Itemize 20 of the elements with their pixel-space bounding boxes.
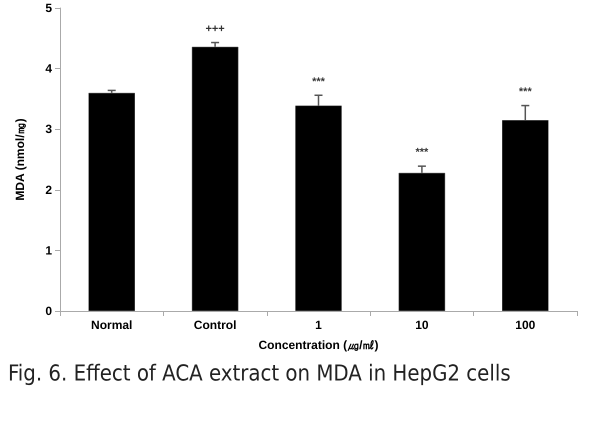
x-tick-label: Control [194,318,236,332]
x-tick-label: Normal [91,318,132,332]
annotation: *** [518,86,532,98]
x-tick-label: 10 [415,318,429,332]
y-tick-label: 0 [45,304,52,318]
x-tick-label: 1 [315,318,322,332]
y-tick-label: 4 [45,62,52,76]
bar [88,92,135,311]
y-tick-label: 2 [45,182,52,197]
annotation: *** [415,146,430,159]
x-axis-title: Concentration (㎍/㎖) [258,338,378,352]
x-tick-label: 100 [515,318,536,332]
y-tick-label: 5 [45,1,52,15]
bar [192,46,238,311]
caption: Fig. 6. Effect of ACA extract on MDA in HepG2 cells [8,362,511,386]
y-tick-label: 3 [45,122,52,136]
y-tick-label: 1 [45,243,52,258]
annotation: +++ [205,23,225,36]
annotation: *** [312,76,326,88]
y-axis-title: MDA (nmol/㎎) [13,118,27,201]
